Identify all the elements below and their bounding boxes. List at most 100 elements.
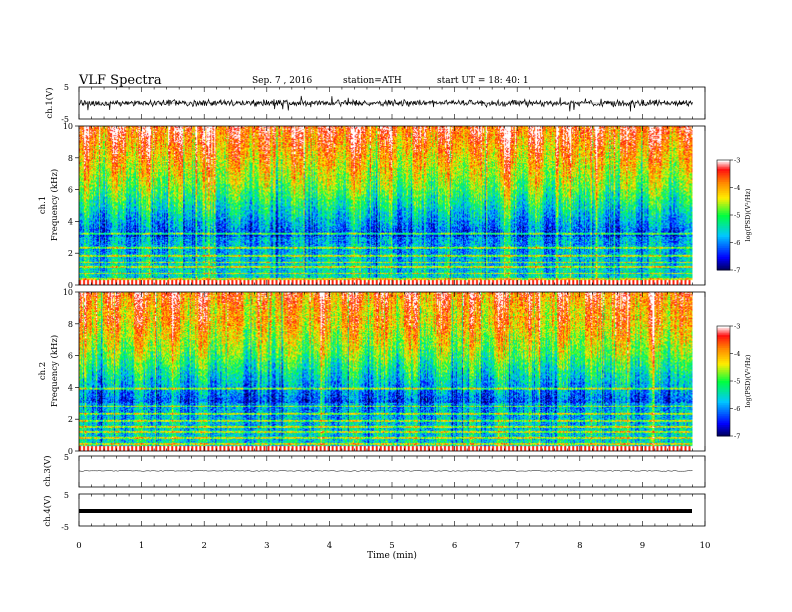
ch1-colorbar-segment bbox=[717, 202, 730, 205]
ch1-colorbar-segment bbox=[717, 259, 730, 262]
ch2-colorbar-segment bbox=[717, 432, 730, 435]
ch2-colorbar-segment bbox=[717, 428, 730, 431]
ch1-colorbar-tick-label: -3 bbox=[734, 157, 740, 165]
ch1-colorbar-segment bbox=[717, 209, 730, 212]
ch2-frequency-ylabel: Frequency (kHz) bbox=[49, 335, 60, 407]
ch2-colorbar-segment bbox=[717, 375, 730, 378]
ch1-spectrogram-image bbox=[79, 126, 693, 285]
ch2-colorbar-segment bbox=[717, 430, 730, 433]
ch2-colorbar-segment bbox=[717, 355, 730, 358]
ch1-colorbar-tick-label: -4 bbox=[734, 184, 740, 192]
ch2-colorbar-segment bbox=[717, 351, 730, 354]
ch1-colorbar-segment bbox=[717, 235, 730, 238]
ch1-colorbar-segment bbox=[717, 196, 730, 199]
time-axis-label: Time (min) bbox=[367, 550, 417, 561]
ch2-colorbar-segment bbox=[717, 373, 730, 376]
figure-title: VLF Spectra bbox=[78, 73, 162, 88]
ch1-colorbar-segment bbox=[717, 215, 730, 218]
time-axis-ticks bbox=[78, 87, 706, 526]
ch1-colorbar-segment bbox=[717, 167, 730, 170]
ch1-colorbar-segment bbox=[717, 183, 730, 187]
ch1-colorbar-segment bbox=[717, 174, 730, 177]
ch1-colorbar-segment bbox=[717, 238, 730, 242]
ch2-colorbar-segment bbox=[717, 370, 730, 373]
ch1-colorbar-segment bbox=[717, 165, 730, 168]
ch2-colorbar-segment bbox=[717, 412, 730, 415]
ch2-colorbar-segment bbox=[717, 366, 730, 369]
ch3-ytick-top: 5 bbox=[64, 453, 69, 462]
time-tick-label: 1 bbox=[139, 541, 144, 551]
ch2-ytick-label: 10 bbox=[63, 288, 73, 297]
ch1-colorbar-segment bbox=[717, 237, 730, 240]
ch1-yticks: 0 2 4 6 8 10 bbox=[63, 122, 79, 290]
ch2-colorbar-segment bbox=[717, 357, 730, 360]
ch2-colorbar-segment bbox=[717, 425, 730, 428]
ch2-colorbar-segment bbox=[717, 408, 730, 411]
ch1-ytick-label: 2 bbox=[68, 249, 73, 258]
station-label: station=ATH bbox=[343, 76, 402, 86]
ch2-colorbar-segment bbox=[717, 399, 730, 402]
ch1-colorbar-segment bbox=[717, 161, 730, 165]
ch1-colorbar-segment bbox=[717, 227, 730, 231]
ch2-colorbar-segment bbox=[717, 393, 730, 397]
ch1-ytick-label: 10 bbox=[63, 122, 73, 131]
time-tick-label: 10 bbox=[700, 541, 711, 551]
ch1-colorbar-segment bbox=[717, 163, 730, 166]
ch1-colorbar-label: log(PSD)(V²/Hz) bbox=[744, 188, 752, 241]
ch2-colorbar-segment bbox=[717, 415, 730, 419]
ch2-colorbar-segment bbox=[717, 419, 730, 422]
ch1-colorbar-segment bbox=[717, 198, 730, 201]
ch1-colorbar-segment bbox=[717, 160, 730, 163]
ch2-colorbar-tick-label: -6 bbox=[734, 405, 740, 413]
ch1-waveform-panel: 5 -5 ch.1(V) bbox=[44, 83, 706, 124]
ch2-ytick-label: 4 bbox=[68, 383, 73, 392]
ch1-ytick-bottom: -5 bbox=[61, 115, 69, 124]
ch1-colorbar-tick-label: -5 bbox=[734, 212, 740, 220]
ch2-spectrogram-panel: 0 2 4 6 8 10 ch.2 Frequency (kHz) -3 -4 -5 -6 -7 l… bbox=[38, 288, 752, 456]
ch2-colorbar-segment bbox=[717, 386, 730, 389]
time-tick-label: 4 bbox=[327, 541, 332, 551]
ch1-frequency-ylabel: Frequency (kHz) bbox=[49, 169, 60, 241]
ch2-colorbar-tick-label: -4 bbox=[734, 350, 740, 358]
ch1-colorbar-segment bbox=[717, 226, 730, 229]
ch1-colorbar-segment bbox=[717, 222, 730, 225]
ch2-colorbar-segment bbox=[717, 403, 730, 406]
ch2-colorbar-segment bbox=[717, 414, 730, 417]
ch1-colorbar-segment bbox=[717, 193, 730, 196]
ch2-colorbar-segment bbox=[717, 338, 730, 342]
ch2-colorbar-segment bbox=[717, 327, 730, 331]
ch2-colorbar-segment bbox=[717, 348, 730, 351]
ch2-colorbar-segment bbox=[717, 333, 730, 336]
ch2-colorbar-segment bbox=[717, 344, 730, 347]
ch2-colorbar: -3 -4 -5 -6 -7 log(PSD)(V²/Hz) bbox=[716, 323, 752, 441]
ch1-colorbar-segment bbox=[717, 211, 730, 214]
ch1-colorbar-segment bbox=[717, 249, 730, 253]
ch1-ytick-label: 0 bbox=[68, 281, 73, 290]
ch2-colorbar-segment bbox=[717, 401, 730, 404]
time-axis-labels: 0 1 2 3 4 5 6 7 8 9 10 bbox=[76, 541, 710, 551]
ch1-colorbar-segment bbox=[717, 262, 730, 265]
ch1-colorbar-segment bbox=[717, 169, 730, 172]
ch2-colorbar-segment bbox=[717, 392, 730, 395]
ch1-colorbar-segment bbox=[717, 178, 730, 181]
ch1-ytick-label: 8 bbox=[68, 154, 73, 163]
time-tick-label: 7 bbox=[514, 541, 519, 551]
ch1-colorbar-tick-label: -6 bbox=[734, 239, 740, 247]
ch1-colorbar-segment bbox=[717, 248, 730, 251]
ch1-colorbar-segment bbox=[717, 266, 730, 269]
ch1-colorbar-segment bbox=[717, 200, 730, 203]
ch2-colorbar-segment bbox=[717, 364, 730, 367]
ch2-colorbar-segment bbox=[717, 397, 730, 400]
time-tick-label: 2 bbox=[201, 541, 206, 551]
ch2-channel-label: ch.2 bbox=[38, 362, 48, 380]
ch2-colorbar-segment bbox=[717, 371, 730, 375]
ch1-colorbar-segment bbox=[717, 240, 730, 243]
ch2-colorbar-tick-label: -5 bbox=[734, 378, 740, 386]
ch2-colorbar-segment bbox=[717, 335, 730, 338]
ch2-colorbar-segment bbox=[717, 353, 730, 356]
ch1-spectrogram-panel: 0 2 4 6 8 10 ch.1 Frequency (kHz) -3 -4 -5 -6 -7 l… bbox=[38, 122, 752, 290]
ch2-colorbar-segment bbox=[717, 360, 730, 364]
ch2-colorbar-segment bbox=[717, 349, 730, 353]
ch2-colorbar-segment bbox=[717, 417, 730, 420]
ch2-colorbar-segment bbox=[717, 381, 730, 384]
